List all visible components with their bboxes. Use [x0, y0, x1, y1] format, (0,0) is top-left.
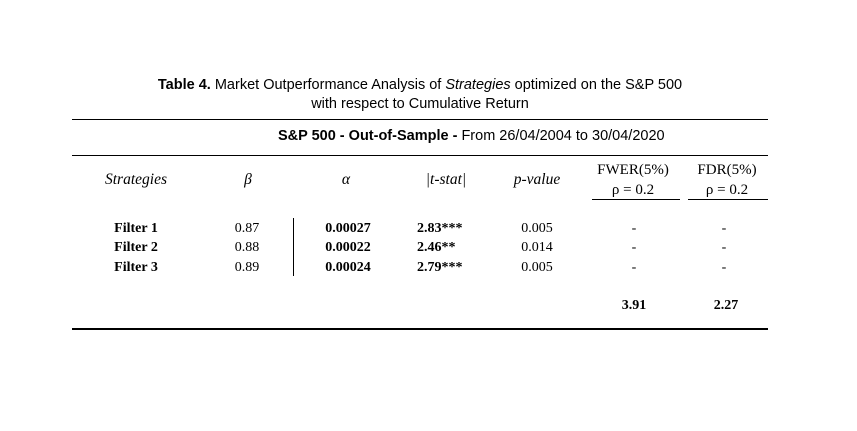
row-alpha: 0.00027 [325, 221, 371, 236]
row-beta: 0.89 [234, 260, 260, 275]
fwer-threshold: 3.91 [621, 298, 647, 313]
row-fdr: - [721, 240, 727, 255]
header-strategies: Strategies [105, 171, 167, 188]
period-range: From 26/04/2004 to 30/04/2020 [461, 128, 665, 144]
row-pvalue: 0.005 [521, 260, 553, 275]
header-alpha: α [341, 171, 351, 188]
top-rule [72, 119, 768, 120]
period-rule [72, 155, 768, 156]
row-alpha: 0.00022 [325, 240, 371, 255]
row-tstat: 2.46** [417, 240, 456, 255]
caption-text-after: optimized on the S&P 500 [510, 77, 683, 93]
row-beta: 0.87 [234, 221, 260, 236]
row-pvalue: 0.014 [521, 240, 553, 255]
header-tstat: |t-stat| [425, 171, 467, 188]
row-alpha: 0.00024 [325, 260, 371, 275]
row-fdr: - [721, 260, 727, 275]
caption-italic-word: Strategies [445, 77, 511, 93]
caption-text-before: Market Outperformance Analysis of [210, 77, 446, 93]
row-tstat: 2.79*** [417, 260, 463, 275]
header-fwer: FWER(5%) [597, 162, 669, 178]
table-caption: Table 4. Market Outperformance Analysis … [0, 76, 840, 95]
row-tstat: 2.83*** [417, 221, 463, 236]
period-label: S&P 500 - Out-of-Sample - [278, 128, 462, 144]
row-fdr: - [721, 221, 727, 236]
row-strategy: Filter 3 [114, 260, 158, 275]
table-label: Table 4. [157, 77, 211, 93]
bottom-rule [72, 328, 768, 330]
row-fwer: - [631, 221, 637, 236]
row-fwer: - [631, 240, 637, 255]
row-strategy: Filter 1 [114, 221, 158, 236]
row-beta: 0.88 [234, 240, 260, 255]
period-header: S&P 500 - Out-of-Sample - From 26/04/200… [278, 127, 665, 145]
header-fwer-rho: ρ = 0.2 [611, 182, 655, 198]
row-pvalue: 0.005 [521, 221, 553, 236]
table-caption-line2: with respect to Cumulative Return [311, 96, 529, 112]
fdr-threshold: 2.27 [713, 298, 739, 313]
row-strategy: Filter 2 [114, 240, 158, 255]
fwer-underline [592, 199, 680, 200]
fdr-underline [688, 199, 768, 200]
header-fdr-rho: ρ = 0.2 [705, 182, 749, 198]
header-pvalue: p-value [513, 171, 561, 188]
column-separator [293, 218, 294, 276]
header-fdr: FDR(5%) [697, 162, 757, 178]
header-beta: β [244, 171, 252, 188]
row-fwer: - [631, 260, 637, 275]
